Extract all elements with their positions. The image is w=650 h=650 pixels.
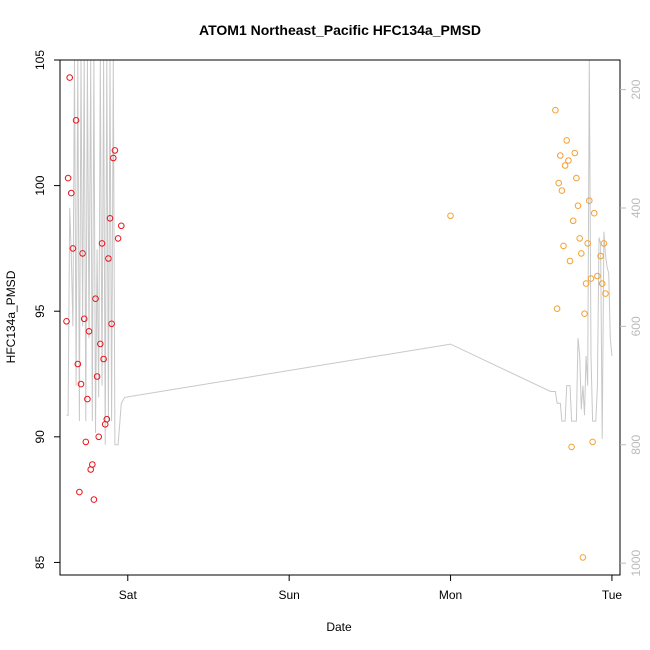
- data-point-s0-27: [108, 320, 115, 328]
- data-point-s1-17: [578, 250, 585, 257]
- data-point-s1-12: [569, 217, 577, 225]
- data-point-s0-5: [72, 117, 80, 124]
- data-point-s0-30: [114, 235, 122, 242]
- y2-tick-label-3: 800: [629, 434, 643, 454]
- data-point-s1-9: [565, 157, 572, 164]
- y-tick-label-4: 105: [33, 50, 47, 70]
- data-point-s1-1: [552, 106, 559, 114]
- data-point-s1-7: [561, 162, 569, 169]
- data-point-s1-19: [581, 310, 588, 318]
- data-point-s1-28: [598, 280, 606, 287]
- data-point-s0-13: [85, 328, 93, 335]
- y2-tick-label-1: 400: [629, 198, 643, 218]
- data-point-s1-27: [597, 252, 604, 260]
- data-point-s0-25: [105, 255, 112, 262]
- y2-tick-label-4: 1000: [629, 549, 643, 576]
- data-point-s1-25: [590, 209, 598, 217]
- y-axis: 85 90 95 100 105: [33, 50, 60, 569]
- data-point-s0-29: [111, 147, 119, 154]
- data-point-s1-29: [600, 240, 608, 247]
- data-point-s1-26: [594, 272, 601, 280]
- data-point-s1-20: [582, 280, 590, 287]
- data-point-s1-8: [563, 137, 571, 144]
- chart-title: ATOM1 Northeast_Pacific HFC134a_PMSD: [199, 22, 481, 38]
- data-point-s0-31: [118, 222, 125, 230]
- data-point-s1-16: [576, 235, 584, 242]
- x-tick-label-1: Sun: [278, 588, 299, 602]
- data-point-s0-9: [79, 250, 86, 257]
- data-point-s1-23: [587, 275, 595, 282]
- data-point-s1-5: [558, 187, 566, 194]
- y2-tick-label-2: 600: [629, 316, 643, 336]
- data-point-s1-4: [557, 152, 564, 159]
- data-point-s0-1: [64, 174, 72, 182]
- y-axis-label: HFC134a_PMSD: [4, 270, 18, 363]
- data-point-s1-13: [571, 149, 579, 157]
- data-point-s1-21: [584, 240, 592, 247]
- data-point-s0-12: [84, 395, 91, 403]
- plot-lines: [66, 59, 613, 446]
- plot-points: [63, 74, 609, 561]
- y2-tick-label-0: 200: [629, 79, 643, 99]
- data-point-s0-28: [110, 154, 117, 162]
- data-point-s0-7: [76, 488, 83, 496]
- data-point-s1-6: [560, 242, 567, 250]
- data-point-s1-0: [447, 212, 454, 220]
- data-point-s1-2: [553, 305, 561, 313]
- data-point-s0-10: [80, 315, 88, 323]
- secondary-series-line: [66, 59, 613, 446]
- right-axis: 200 400 600 800 1000: [620, 79, 643, 577]
- data-point-s1-15: [574, 202, 582, 209]
- data-point-s0-3: [68, 189, 75, 197]
- x-axis: Sat Sun Mon Tue: [119, 574, 623, 602]
- data-point-s0-19: [95, 433, 102, 441]
- data-point-s1-3: [555, 179, 563, 187]
- y-tick-label-0: 85: [33, 555, 47, 569]
- data-point-s0-4: [69, 245, 77, 252]
- data-point-s0-26: [106, 215, 114, 222]
- data-point-s0-16: [90, 496, 98, 503]
- data-point-s1-14: [573, 174, 580, 182]
- data-point-s0-21: [98, 240, 106, 247]
- data-point-s1-18: [579, 554, 587, 561]
- data-point-s0-17: [92, 295, 99, 303]
- y-tick-label-1: 90: [33, 430, 47, 444]
- data-point-s1-24: [589, 438, 596, 446]
- data-point-s0-15: [89, 461, 96, 468]
- x-axis-label: Date: [326, 620, 352, 634]
- data-point-s1-22: [586, 197, 593, 204]
- data-point-s0-11: [82, 438, 90, 446]
- x-tick-label-2: Mon: [439, 588, 462, 602]
- data-point-s0-22: [100, 355, 107, 363]
- x-tick-label-3: Tue: [602, 588, 623, 602]
- data-point-s0-8: [77, 380, 85, 388]
- data-point-s0-24: [103, 415, 111, 423]
- data-point-s0-2: [66, 74, 73, 81]
- data-point-s0-18: [93, 373, 101, 380]
- data-point-s1-11: [568, 443, 575, 451]
- x-tick-label-0: Sat: [119, 588, 138, 602]
- data-point-s0-20: [97, 340, 104, 348]
- data-point-s1-30: [602, 290, 609, 297]
- y-tick-label-2: 95: [33, 304, 47, 318]
- data-point-s0-6: [74, 360, 82, 368]
- data-point-s0-0: [63, 318, 70, 325]
- data-point-s1-10: [566, 257, 574, 265]
- y-tick-label-3: 100: [33, 175, 47, 195]
